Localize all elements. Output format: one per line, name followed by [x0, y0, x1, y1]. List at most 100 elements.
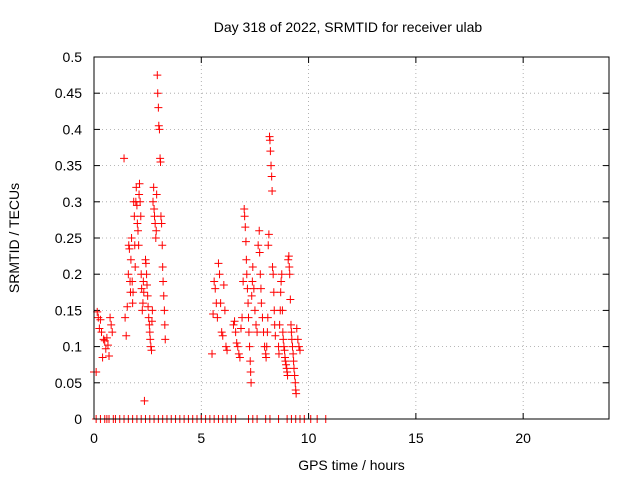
data-point — [210, 277, 219, 286]
data-point — [248, 262, 257, 271]
axis-ticks: 0 5 10 15 20 0 0.05 0.1 0.15 0.2 0.25 0.3 0.35 0.4 0.4… — [55, 49, 609, 446]
data-point — [135, 190, 144, 199]
data-point — [230, 317, 239, 326]
data-point — [97, 328, 106, 337]
data-point — [146, 335, 155, 344]
data-point — [290, 371, 299, 380]
data-point — [147, 346, 156, 355]
y-tick-label: 0.05 — [55, 375, 82, 391]
data-point — [93, 307, 102, 316]
data-point — [286, 320, 295, 329]
y-tick-label: 0.45 — [55, 85, 82, 101]
data-point — [275, 320, 284, 329]
y-tick-label: 0.35 — [55, 158, 82, 174]
data-point — [287, 328, 296, 337]
data-point — [242, 270, 251, 279]
y-tick-label: 0 — [74, 411, 82, 427]
data-point — [146, 342, 155, 351]
data-point — [92, 367, 101, 376]
data-point — [234, 349, 243, 358]
data-point — [223, 346, 232, 355]
data-point — [269, 270, 278, 279]
data-point — [135, 179, 144, 188]
data-point — [268, 186, 277, 195]
data-point — [249, 284, 258, 293]
data-point — [120, 154, 129, 163]
data-point — [143, 291, 152, 300]
data-point — [144, 313, 153, 322]
data-point — [239, 277, 248, 286]
data-point — [262, 353, 271, 362]
data-point — [296, 346, 304, 355]
data-point — [267, 172, 276, 181]
data-point — [284, 252, 293, 261]
data-point — [291, 378, 300, 387]
y-tick-label: 0.2 — [63, 266, 83, 282]
data-point — [154, 121, 163, 130]
data-point — [141, 259, 150, 268]
data-point — [255, 226, 264, 235]
data-point — [208, 349, 217, 358]
data-point — [289, 364, 298, 373]
data-point — [266, 147, 275, 156]
data-point — [216, 299, 225, 308]
y-tick-label: 0.1 — [63, 339, 83, 355]
data-point — [263, 313, 272, 322]
data-point — [140, 396, 149, 405]
data-point — [277, 277, 286, 286]
data-point — [103, 341, 112, 350]
data-point — [246, 367, 255, 376]
data-point — [218, 331, 227, 340]
data-point — [221, 342, 230, 351]
data-point — [257, 299, 266, 308]
data-point — [134, 241, 143, 250]
data-point — [105, 352, 114, 361]
data-point — [283, 371, 292, 380]
data-point — [264, 230, 273, 239]
data-point — [145, 328, 154, 337]
plot-frame — [93, 56, 610, 420]
data-point — [106, 313, 115, 322]
data-point — [139, 288, 148, 297]
data-point — [107, 320, 116, 329]
data-point — [244, 328, 253, 337]
data-point — [250, 306, 259, 315]
data-point — [286, 295, 295, 304]
data-point — [160, 306, 169, 315]
data-point — [231, 328, 240, 337]
chart-title: Day 318 of 2022, SRMTID for receiver ula… — [214, 19, 483, 35]
data-points — [90, 71, 330, 423]
data-point — [158, 262, 167, 271]
data-point — [229, 320, 238, 329]
data-point — [248, 277, 257, 286]
data-point — [215, 270, 224, 279]
data-point — [267, 161, 276, 170]
data-point — [148, 306, 157, 315]
data-point — [277, 270, 286, 279]
data-point — [96, 315, 105, 324]
data-point — [285, 262, 294, 271]
data-point — [242, 255, 251, 264]
data-point — [220, 306, 229, 315]
data-point — [247, 378, 256, 387]
data-point — [278, 328, 287, 337]
data-point — [152, 226, 161, 235]
data-point — [279, 342, 288, 351]
data-point — [213, 313, 222, 322]
data-point — [274, 349, 283, 358]
data-point — [280, 346, 289, 355]
data-point — [289, 357, 298, 366]
y-tick-label: 0.15 — [55, 302, 82, 318]
data-point — [157, 219, 166, 228]
data-point — [264, 241, 273, 250]
data-point — [281, 357, 290, 366]
data-point — [102, 333, 111, 342]
data-point — [214, 259, 223, 268]
data-point — [240, 212, 249, 221]
data-point — [98, 353, 107, 362]
data-point — [263, 328, 272, 337]
data-point — [136, 197, 145, 206]
data-point — [232, 338, 241, 347]
y-tick-label: 0.4 — [63, 121, 83, 137]
